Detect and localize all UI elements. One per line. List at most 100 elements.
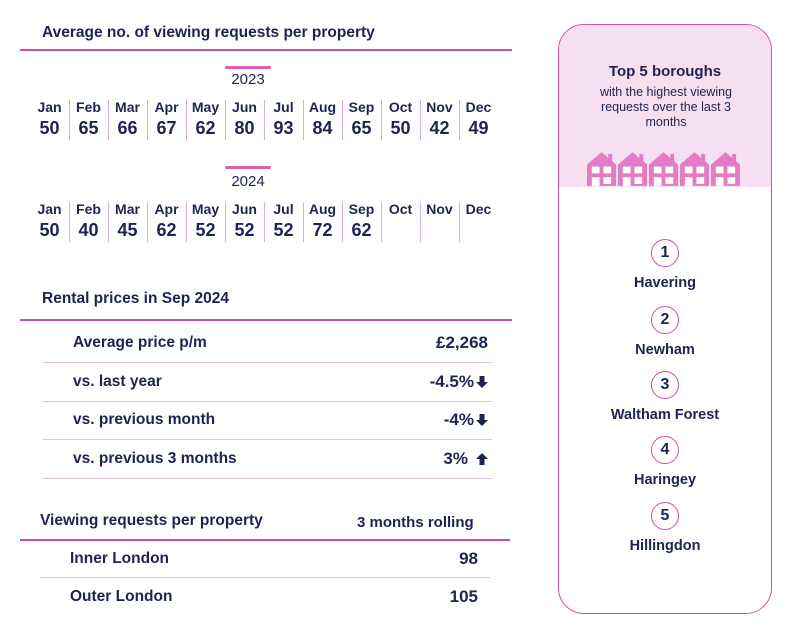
viewing-value: 98 bbox=[459, 549, 478, 568]
month-cell: Jun 80 bbox=[225, 98, 264, 140]
borough-name: Hillingdon bbox=[629, 538, 701, 554]
year-label-2024: 2024 bbox=[231, 173, 265, 190]
rental-value-text: £2,268 bbox=[436, 332, 488, 352]
top-boroughs-panel: Top 5 boroughs with the highest viewing … bbox=[558, 24, 772, 614]
rental-label: vs. previous month bbox=[73, 410, 216, 428]
arrow-up-icon bbox=[476, 452, 488, 465]
month-label: Dec bbox=[465, 201, 492, 217]
month-value: 62 bbox=[351, 220, 372, 240]
rank-badge: 3 bbox=[651, 371, 679, 399]
viewing-divider bbox=[20, 539, 510, 541]
borough-name: Newham bbox=[635, 342, 695, 358]
panel-subtitle: with the highest viewing requests over t… bbox=[599, 85, 733, 129]
month-value: 52 bbox=[195, 220, 216, 240]
month-value: 62 bbox=[156, 220, 177, 240]
house-icon bbox=[618, 152, 647, 186]
month-value: 42 bbox=[429, 118, 450, 138]
month-cell: Mar 66 bbox=[108, 98, 147, 140]
month-cell: Jun 52 bbox=[225, 200, 264, 242]
rolling-column-header: 3 months rolling bbox=[357, 514, 474, 531]
month-value: 65 bbox=[351, 118, 372, 138]
rental-value-text: 3% bbox=[443, 448, 468, 468]
month-value: 40 bbox=[78, 220, 99, 240]
viewing-value: 105 bbox=[449, 586, 478, 606]
month-cell: Dec 49 bbox=[459, 98, 498, 140]
month-value: 49 bbox=[468, 118, 489, 138]
month-value bbox=[420, 218, 459, 242]
arrow-down-icon bbox=[476, 413, 488, 426]
month-value: 50 bbox=[390, 118, 411, 138]
month-cell: Sep 65 bbox=[342, 98, 381, 140]
rental-row: vs. previous month -4% bbox=[43, 400, 492, 440]
month-cell: Oct 50 bbox=[381, 98, 420, 140]
year-marker-2023 bbox=[225, 66, 271, 69]
month-label: Nov bbox=[426, 99, 453, 115]
month-value: 80 bbox=[234, 118, 255, 138]
viewing-row: Inner London 98 bbox=[40, 541, 490, 578]
month-value bbox=[381, 218, 420, 242]
month-label: Jan bbox=[37, 201, 62, 217]
rank-badge: 5 bbox=[651, 502, 679, 530]
rental-value-text: -4% bbox=[443, 409, 474, 429]
rental-value: -4.5% bbox=[430, 372, 488, 392]
month-value: 66 bbox=[117, 118, 138, 138]
viewing-label: Outer London bbox=[70, 587, 173, 605]
viewing-requests-title: Average no. of viewing requests per prop… bbox=[42, 24, 375, 41]
month-value: 45 bbox=[117, 220, 138, 240]
month-label: Apr bbox=[154, 99, 179, 115]
month-value: 50 bbox=[39, 118, 60, 138]
month-label: Apr bbox=[154, 201, 179, 217]
rental-value: £2,268 bbox=[436, 333, 488, 353]
house-icon bbox=[680, 152, 709, 186]
month-cell: Jan 50 bbox=[30, 200, 69, 242]
month-cell: Jul 93 bbox=[264, 98, 303, 140]
month-label: Dec bbox=[465, 99, 492, 115]
month-value: 52 bbox=[273, 220, 294, 240]
months-grid-2024: Jan 50 Feb 40 Mar 45 Apr 62 May 52 Jun 52 Jul 52 Aug 72… bbox=[30, 200, 498, 242]
rental-value-text: -4.5% bbox=[429, 371, 474, 391]
rental-row: vs. previous 3 months 3% bbox=[43, 439, 492, 479]
month-cell: Nov 42 bbox=[420, 98, 459, 140]
month-cell: Aug 72 bbox=[303, 200, 342, 242]
borough-name: Havering bbox=[633, 275, 697, 291]
month-value: 67 bbox=[156, 118, 177, 138]
viewing-per-property-title: Viewing requests per property bbox=[40, 512, 263, 529]
rental-divider bbox=[20, 319, 512, 321]
month-cell: Feb 40 bbox=[69, 200, 108, 242]
month-value: 72 bbox=[312, 220, 333, 240]
arrow-down-icon bbox=[476, 375, 488, 388]
house-icon bbox=[649, 152, 678, 186]
month-cell: Dec bbox=[459, 200, 498, 242]
month-cell: Apr 67 bbox=[147, 98, 186, 140]
month-cell: May 62 bbox=[186, 98, 225, 140]
viewing-row: Outer London 105 bbox=[40, 578, 490, 615]
houses-row bbox=[587, 151, 740, 186]
month-cell: Mar 45 bbox=[108, 200, 147, 242]
month-value: 93 bbox=[273, 118, 294, 138]
rental-label: Average price p/m bbox=[73, 333, 207, 351]
month-value: 65 bbox=[78, 118, 99, 138]
borough-name: Haringey bbox=[633, 472, 697, 488]
month-label: Aug bbox=[308, 201, 337, 217]
house-icon bbox=[711, 152, 740, 186]
month-value: 52 bbox=[234, 220, 255, 240]
month-label: Jan bbox=[37, 99, 62, 115]
month-label: Sep bbox=[348, 99, 375, 115]
month-label: Aug bbox=[308, 99, 337, 115]
month-label: Jul bbox=[273, 99, 294, 115]
months-grid-2023: Jan 50 Feb 65 Mar 66 Apr 67 May 62 Jun 80 Jul 93 Aug 84… bbox=[30, 98, 498, 140]
month-cell: Jul 52 bbox=[264, 200, 303, 242]
rental-row: Average price p/m £2,268 bbox=[43, 323, 492, 363]
borough-name: Waltham Forest bbox=[610, 407, 720, 423]
month-label: Jun bbox=[232, 201, 257, 217]
month-cell: Aug 84 bbox=[303, 98, 342, 140]
month-label: Nov bbox=[426, 201, 453, 217]
month-label: Oct bbox=[388, 99, 413, 115]
rental-value: -4% bbox=[444, 410, 488, 430]
month-label: Feb bbox=[76, 201, 101, 217]
month-cell: Apr 62 bbox=[147, 200, 186, 242]
month-label: Jun bbox=[232, 99, 257, 115]
viewing-label: Inner London bbox=[70, 550, 170, 567]
month-label: Oct bbox=[388, 201, 413, 217]
month-cell: Feb 65 bbox=[69, 98, 108, 140]
